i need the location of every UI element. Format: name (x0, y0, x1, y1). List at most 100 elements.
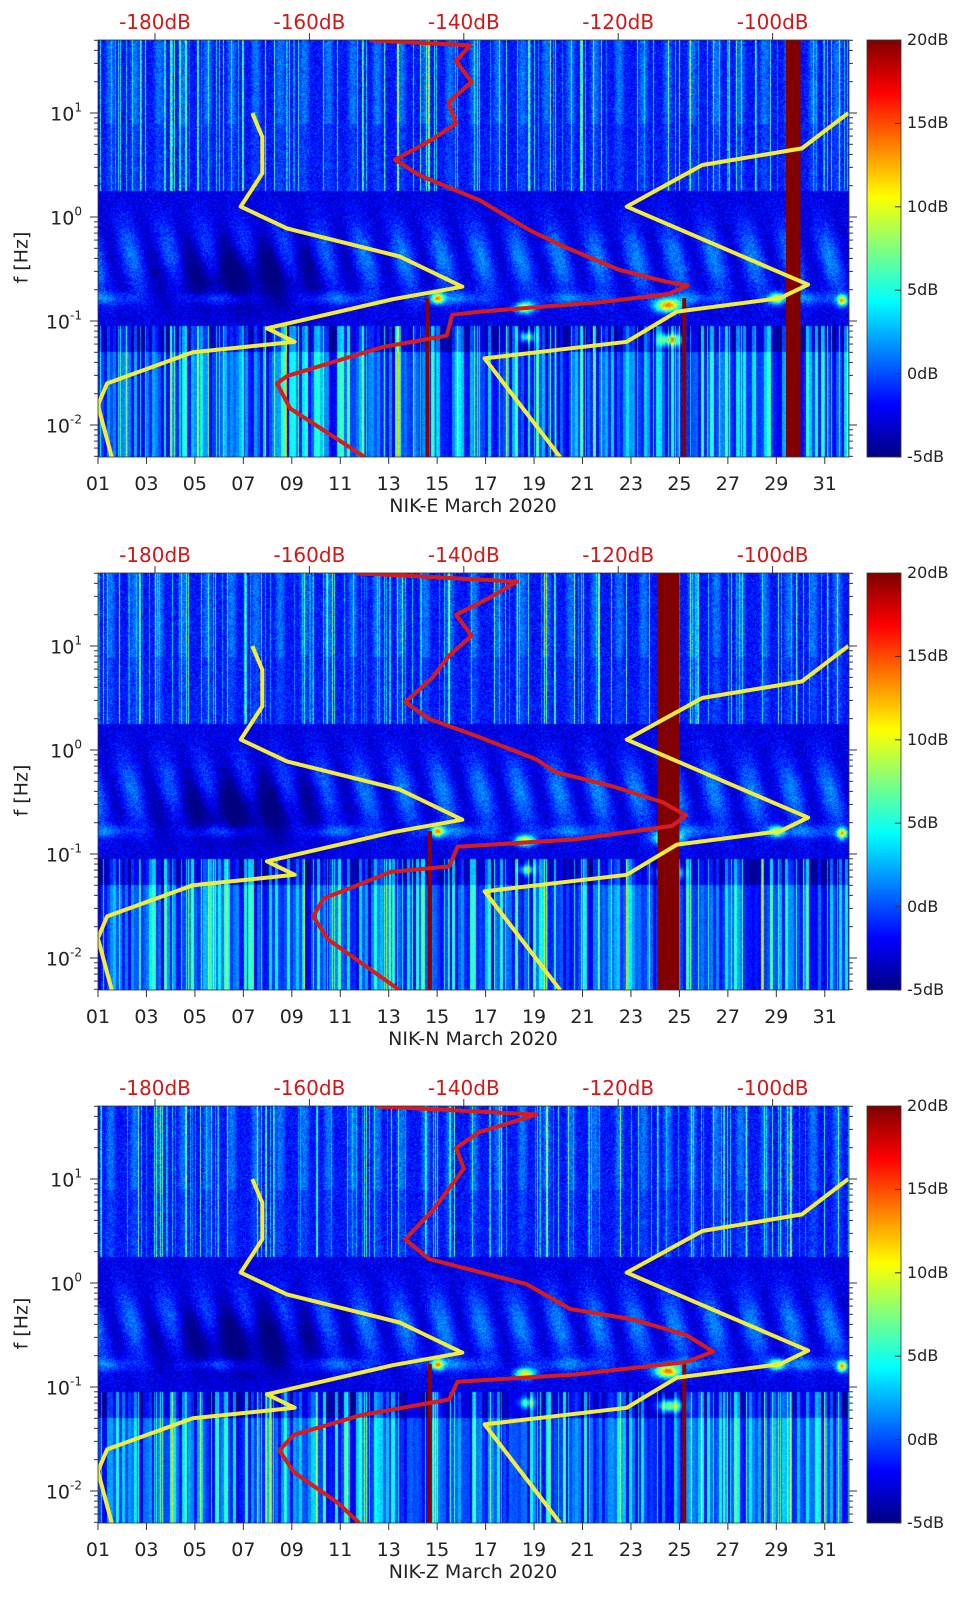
y-tick-exponent: 0 (74, 737, 82, 752)
x-tick-label: 21 (570, 1006, 595, 1028)
saturated-line (682, 1364, 687, 1523)
x-tick-label: 07 (231, 473, 256, 495)
x-tick-label: 25 (667, 1539, 692, 1561)
x-tick-label: 15 (425, 473, 450, 495)
db-axis-label: -180dB (119, 10, 191, 34)
x-tick-label: 11 (328, 473, 353, 495)
colorbar-label: 0dB (907, 1429, 939, 1449)
x-tick-label: 11 (328, 1006, 353, 1028)
high-noise-model-line (482, 1177, 849, 1523)
x-tick-label: 01 (85, 1006, 111, 1028)
saturated-band (657, 573, 680, 990)
plot-overlay (90, 33, 902, 464)
y-axis-title: f [Hz] (10, 764, 33, 817)
colorbar-label: 5dB (907, 813, 939, 833)
x-tick-label: 31 (812, 1006, 837, 1028)
x-axis-title: NIK-Z March 2020 (388, 1561, 558, 1583)
db-axis-label: -160dB (273, 10, 346, 34)
x-axis-title: NIK-E March 2020 (389, 495, 557, 517)
x-tick-label: 27 (715, 473, 740, 495)
db-axis-label: -140dB (427, 10, 500, 34)
y-tick-label: 10-1 (46, 310, 82, 333)
x-tick-label: 21 (570, 1539, 595, 1561)
y-axis-title: f [Hz] (10, 1297, 33, 1350)
y-tick-exponent: 0 (74, 1270, 82, 1285)
x-tick-label: 25 (667, 473, 692, 495)
x-tick-label: 15 (425, 1006, 450, 1028)
x-tick-label: 09 (279, 1539, 304, 1561)
y-tick-base: 10 (45, 1377, 71, 1400)
colorbar-label: 10dB (907, 729, 949, 749)
colorbar-label: 15dB (907, 1179, 949, 1199)
db-axis-label: -160dB (273, 1076, 346, 1100)
plot-overlay (90, 566, 902, 997)
x-tick-label: 17 (473, 473, 498, 495)
colorbar-label: -5dB (907, 447, 945, 466)
x-tick-label: 25 (667, 1006, 692, 1028)
plot-frame (97, 1105, 850, 1524)
x-tick-label: 17 (473, 1539, 498, 1561)
x-tick-label: 09 (279, 473, 304, 495)
y-tick-exponent: -1 (70, 308, 82, 323)
saturated-line (427, 831, 432, 990)
y-tick-exponent: 1 (74, 100, 82, 115)
y-tick-base: 10 (50, 207, 75, 230)
x-tick-label: 13 (376, 1539, 401, 1561)
colorbar-label: -5dB (907, 1513, 945, 1532)
db-axis-label: -100dB (736, 10, 809, 34)
colorbar (867, 1106, 901, 1523)
x-tick-label: 01 (85, 1539, 111, 1561)
db-axis-label: -120dB (582, 543, 655, 567)
x-tick-label: 23 (618, 1539, 644, 1561)
colorbar (867, 40, 901, 457)
x-tick-label: 05 (182, 1006, 207, 1028)
x-axis-title: NIK-N March 2020 (388, 1028, 558, 1050)
saturated-line (427, 1364, 432, 1523)
colorbar-frame (866, 572, 902, 991)
y-tick-exponent: 1 (74, 1166, 82, 1181)
y-tick-exponent: -2 (70, 412, 82, 427)
x-tick-label: 13 (376, 1006, 401, 1028)
x-tick-label: 15 (425, 1539, 450, 1561)
colorbar-label: 5dB (907, 280, 939, 300)
y-tick-label: 10-2 (46, 414, 82, 437)
y-tick-base: 10 (50, 1273, 75, 1296)
x-tick-label: 29 (764, 1539, 789, 1561)
x-tick-label: 03 (134, 473, 159, 495)
db-axis-label: -180dB (119, 1076, 191, 1100)
x-tick-label: 05 (182, 473, 207, 495)
colorbar-label: 15dB (907, 646, 949, 666)
x-tick-label: 23 (618, 1006, 644, 1028)
colorbar (867, 573, 901, 990)
plot-overlay (90, 1099, 902, 1530)
x-tick-label: 03 (134, 1539, 159, 1561)
x-tick-label: 05 (182, 1539, 207, 1561)
y-tick-label: 100 (50, 739, 82, 762)
low-noise-model-line (98, 645, 465, 990)
y-tick-label: 101 (50, 102, 82, 125)
db-axis-label: -120dB (582, 1076, 655, 1100)
x-tick-label: 31 (812, 1539, 837, 1561)
y-tick-base: 10 (50, 1169, 75, 1192)
colorbar-label: 20dB (907, 1096, 949, 1115)
low-noise-model-line (98, 112, 465, 457)
colorbar-label: 5dB (907, 1346, 939, 1366)
station-psd-line (311, 573, 689, 990)
db-axis-label: -140dB (427, 1076, 500, 1100)
y-tick-base: 10 (45, 311, 71, 334)
y-tick-exponent: -2 (70, 945, 82, 960)
y-tick-exponent: 0 (74, 204, 82, 219)
y-tick-base: 10 (50, 103, 75, 126)
colorbar-label: 15dB (907, 113, 949, 133)
saturated-line (682, 298, 687, 457)
x-tick-label: 29 (764, 1006, 789, 1028)
colorbar-label: -5dB (907, 980, 945, 999)
y-tick-label: 101 (50, 1168, 82, 1191)
spectrogram-panel: -180dB -160dB -140dB -120dB -100dB 0 1 03 05 07 09… (0, 0, 962, 533)
saturated-band (786, 40, 801, 457)
low-noise-model-line (98, 1178, 465, 1523)
y-tick-exponent: -2 (70, 1478, 82, 1493)
colorbar-label: 10dB (907, 196, 949, 216)
db-axis-label: -120dB (582, 10, 655, 34)
y-tick-base: 10 (45, 948, 71, 971)
